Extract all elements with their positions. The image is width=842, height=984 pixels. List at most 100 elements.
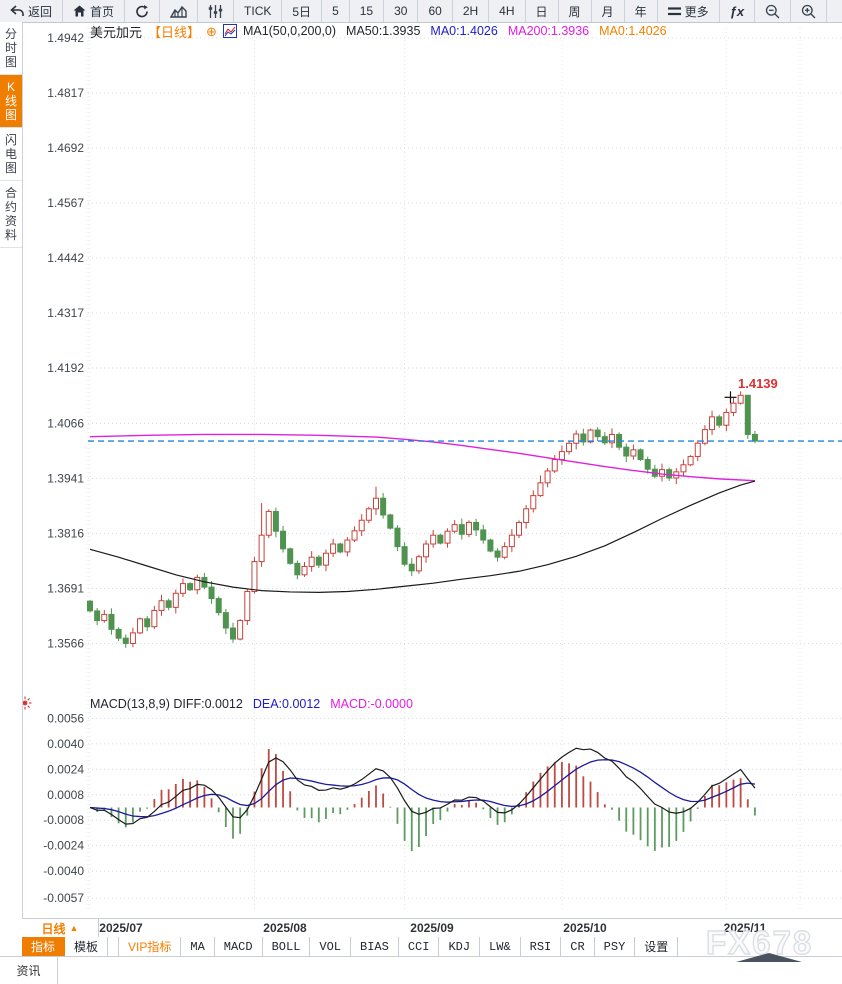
price-axis-label: 1.4066: [47, 416, 84, 430]
home-button[interactable]: 首页: [63, 0, 126, 22]
zoom-in-button[interactable]: [791, 0, 828, 22]
zoom-in-icon: [801, 4, 816, 19]
price-axis-label: 1.4942: [47, 31, 84, 45]
add-overlay-icon[interactable]: ⊕: [206, 23, 217, 39]
home-icon: [73, 5, 86, 17]
macd-histogram-layer: [96, 749, 756, 852]
tab-psy[interactable]: PSY: [595, 937, 636, 956]
period-week-button-label: 周: [568, 4, 581, 19]
tab-boll[interactable]: BOLL: [263, 937, 311, 956]
ma-value-2: MA0:1.4026: [430, 24, 498, 38]
tab-indicator[interactable]: 指标: [22, 937, 66, 956]
period-tick-button-label: TICK: [244, 4, 272, 18]
back-button-label: 返回: [28, 4, 53, 19]
period-60min-button[interactable]: 60: [418, 0, 453, 22]
ma-values: MA1(50,0,200,0) MA50:1.3935 MA0:1.4026 MA20…: [243, 24, 667, 38]
period-5min-button-label: 5: [332, 4, 339, 18]
tab-ma[interactable]: MA: [181, 937, 215, 956]
chevron-up-icon: ▲: [69, 923, 79, 933]
period-30min-button-label: 30: [394, 4, 408, 18]
price-axis-label: 1.3566: [47, 636, 84, 650]
period-tick-button[interactable]: TICK: [234, 0, 283, 22]
news-tab[interactable]: 资讯: [0, 957, 58, 984]
macd-axis-label: -0.0024: [43, 839, 84, 853]
x-axis-month-label: 2025/08: [263, 921, 307, 935]
refresh-button[interactable]: [125, 0, 161, 22]
watermark: FX678: [705, 923, 814, 961]
period-tag: 【日线】: [148, 24, 201, 40]
chart-type-line-button[interactable]: [160, 0, 199, 22]
macd-axis-label: 0.0040: [47, 737, 84, 751]
period-4h-button[interactable]: 4H: [489, 0, 526, 22]
sidebar-item-time-chart[interactable]: 分时图: [0, 22, 22, 75]
candles-layer: [87, 391, 758, 648]
period-2h-button-label: 2H: [462, 4, 479, 18]
home-button-label: 首页: [90, 4, 115, 19]
macd-value-1: DEA:0.0012: [252, 696, 321, 711]
chart-type-candle-button[interactable]: [198, 0, 235, 22]
sidebar-item-lightning-chart[interactable]: 闪电图: [0, 128, 22, 181]
macd-axis-label: 0.0024: [47, 762, 84, 776]
more-button[interactable]: 更多: [658, 0, 720, 22]
period-5min-button[interactable]: 5: [322, 0, 350, 22]
session-high-label: 1.4139: [738, 376, 778, 391]
period-60min-button-label: 60: [428, 4, 442, 18]
period-day-button[interactable]: 日: [526, 0, 559, 22]
refresh-icon: [135, 4, 149, 18]
tab-lw[interactable]: LW&: [480, 937, 521, 956]
period-selector[interactable]: 日线 ▲: [22, 919, 99, 937]
ma-value-1: MA50:1.3935: [346, 24, 421, 38]
tab-vip-indicator[interactable]: VIP指标: [118, 937, 182, 956]
bottom-status-bar: 资讯: [0, 956, 842, 984]
tab-settings[interactable]: 设置: [635, 937, 679, 956]
more-button-label: 更多: [684, 4, 709, 19]
fx-functions-button[interactable]: ƒx: [720, 0, 756, 22]
macd-axis-label: -0.0057: [43, 891, 84, 905]
tab-rsi[interactable]: RSI: [521, 937, 562, 956]
back-button[interactable]: 返回: [0, 0, 64, 22]
period-month-button-label: 月: [601, 4, 614, 19]
period-5day-button[interactable]: 5日: [282, 0, 323, 22]
tab-template[interactable]: 模板: [65, 937, 109, 956]
top-toolbar: 返回 首页 TICK 5日 5 15 30 60 2H 4H 日 周 月 年 更多 ƒx: [0, 0, 842, 23]
period-month-button[interactable]: 月: [592, 0, 625, 22]
area-chart-icon: [170, 5, 187, 18]
tab-bias[interactable]: BIAS: [351, 937, 399, 956]
price-axis-label: 1.4692: [47, 141, 84, 155]
x-axis-month-label: 2025/07: [99, 921, 143, 935]
ma-value-4: MA0:1.4026: [599, 24, 667, 38]
macd-value-0: MACD(13,8,9) DIFF:0.0012: [90, 696, 243, 711]
zoom-out-button[interactable]: [755, 0, 792, 22]
ma-value-0: MA1(50,0,200,0): [242, 24, 337, 38]
zoom-out-icon: [765, 4, 780, 19]
ma-chart-icon[interactable]: [222, 24, 237, 38]
period-2h-button[interactable]: 2H: [453, 0, 490, 22]
chart-header: 美元加元 【日线】 ⊕ MA1(50,0,200,0) MA50:1.3935 MA…: [90, 23, 667, 40]
tab-cci[interactable]: CCI: [399, 937, 440, 956]
period-year-button[interactable]: 年: [625, 0, 658, 22]
price-axis-label: 1.3691: [47, 581, 84, 595]
collapse-panel-handle[interactable]: [736, 953, 802, 962]
tab-cr[interactable]: CR: [561, 937, 595, 956]
tab-macd[interactable]: MACD: [215, 937, 263, 956]
price-axis-label: 1.3816: [47, 526, 84, 540]
period-15min-button[interactable]: 15: [350, 0, 385, 22]
macd-axis-label: -0.0040: [43, 864, 84, 878]
price-axis-label: 1.3941: [47, 471, 84, 485]
indicator-tab-bar: 指标 模板 VIP指标 MA MACD BOLL VOL BIAS CCI KDJ LW& RSI CR…: [22, 937, 842, 957]
macd-value-2: MACD:-0.0000: [330, 696, 413, 711]
tab-kdj[interactable]: KDJ: [439, 937, 481, 956]
tab-vol[interactable]: VOL: [310, 937, 352, 956]
price-axis-label: 1.4317: [47, 306, 84, 320]
price-axis-label: 1.4192: [47, 361, 84, 375]
price-axis-label: 1.4567: [47, 196, 84, 210]
menu-icon: [667, 6, 681, 16]
sidebar-item-contract-info[interactable]: 合约资料: [0, 181, 22, 248]
period-30min-button[interactable]: 30: [384, 0, 419, 22]
period-week-button[interactable]: 周: [559, 0, 592, 22]
macd-axis-label: -0.0008: [43, 813, 84, 827]
